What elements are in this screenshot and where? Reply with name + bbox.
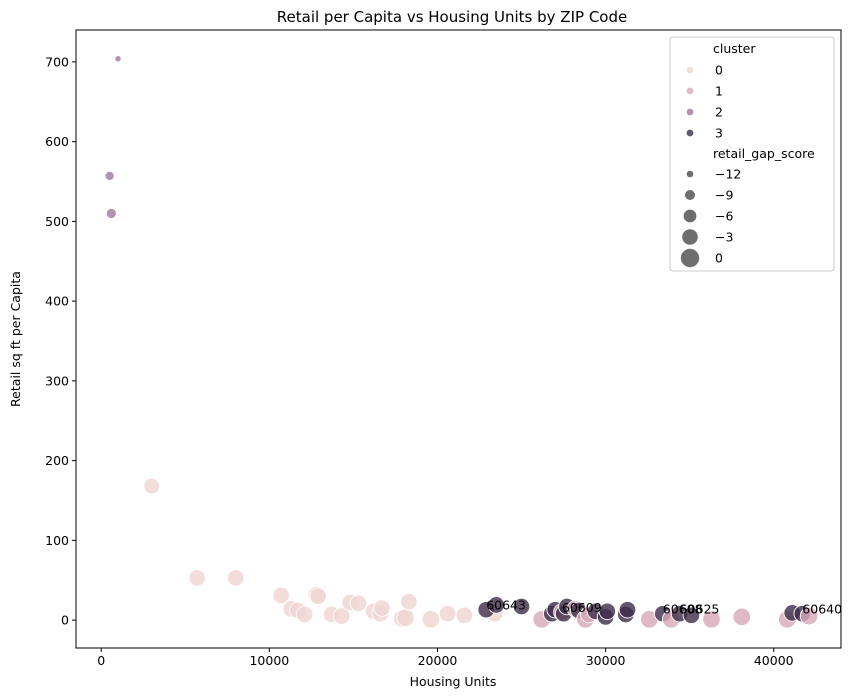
scatter-point — [105, 207, 117, 219]
x-tick-label: 0 — [97, 653, 105, 668]
scatter-point — [332, 607, 351, 625]
scatter-point — [143, 477, 161, 495]
legend-cluster-marker — [686, 108, 694, 116]
legend: cluster 0 1 2 3 retail_gap_score −12 −9 −6 −3 0 — [669, 36, 835, 272]
scatter-point — [396, 608, 415, 627]
scatter-point — [512, 597, 531, 616]
legend-cluster-label: 3 — [715, 126, 723, 141]
scatter-point — [702, 610, 721, 629]
point-label: 60625 — [680, 602, 720, 617]
legend-cluster-label: 1 — [715, 84, 723, 99]
scatter-point — [373, 599, 391, 617]
scatter-point — [732, 607, 752, 627]
scatter-point — [438, 604, 457, 623]
x-tick-label: 10000 — [249, 653, 289, 668]
y-tick-label: 200 — [45, 453, 69, 468]
x-tick-label: 30000 — [586, 653, 626, 668]
scatter-point — [226, 569, 245, 587]
legend-cluster-label: 2 — [715, 105, 723, 120]
scatter-point — [114, 55, 122, 63]
x-tick-label: 40000 — [754, 653, 794, 668]
legend-size-marker — [680, 248, 700, 268]
legend-size-label: −12 — [715, 167, 741, 182]
legend-size-marker — [685, 190, 695, 200]
legend-cluster-marker — [686, 66, 694, 74]
legend-size-label: −6 — [715, 209, 733, 224]
scatter-point — [421, 610, 441, 629]
scatter-point — [309, 587, 327, 605]
x-axis: 0 10000 20000 30000 40000 — [97, 648, 794, 668]
x-tick-label: 20000 — [418, 653, 458, 668]
scatter-point — [188, 569, 206, 587]
x-axis-label: Housing Units — [410, 674, 497, 689]
scatter-point — [598, 602, 617, 621]
legend-size-marker — [683, 209, 697, 223]
y-tick-label: 500 — [45, 214, 69, 229]
point-label: 60643 — [486, 598, 526, 613]
legend-size-label: −9 — [715, 188, 733, 203]
legend-size-marker — [682, 229, 698, 245]
legend-size-label: 0 — [715, 251, 723, 266]
y-tick-label: 600 — [45, 134, 69, 149]
scatter-point — [272, 586, 290, 605]
scatter-point — [618, 600, 637, 619]
scatter-point — [104, 170, 115, 181]
scatter-point — [349, 594, 368, 613]
plot-frame — [75, 29, 842, 649]
y-tick-label: 100 — [45, 533, 69, 548]
legend-box — [669, 36, 835, 272]
point-label: 60609 — [562, 600, 602, 615]
y-axis: 0 100 200 300 400 500 600 700 — [45, 54, 76, 628]
scatter-point — [487, 596, 506, 614]
legend-size-marker — [686, 170, 694, 178]
scatter-point — [295, 605, 314, 624]
legend-size-label: −3 — [715, 230, 733, 245]
legend-hue-title: cluster — [713, 41, 756, 56]
legend-size-title: retail_gap_score — [713, 146, 815, 161]
legend-cluster-label: 0 — [715, 63, 723, 78]
point-label: 60608 — [663, 602, 703, 617]
legend-cluster-marker — [686, 87, 694, 95]
legend-cluster-marker — [686, 129, 694, 137]
scatter-point — [455, 606, 474, 625]
y-tick-label: 0 — [61, 613, 69, 628]
point-label: 60640 — [802, 602, 842, 617]
scatter-point — [682, 606, 701, 625]
y-axis-label: Retail sq ft per Capita — [8, 271, 23, 407]
chart-title: Retail per Capita vs Housing Units by ZI… — [277, 8, 627, 26]
y-tick-label: 400 — [45, 294, 69, 309]
y-tick-label: 300 — [45, 373, 69, 388]
scatter-point — [799, 606, 819, 626]
y-tick-label: 700 — [45, 54, 69, 69]
scatter-point — [400, 592, 418, 611]
